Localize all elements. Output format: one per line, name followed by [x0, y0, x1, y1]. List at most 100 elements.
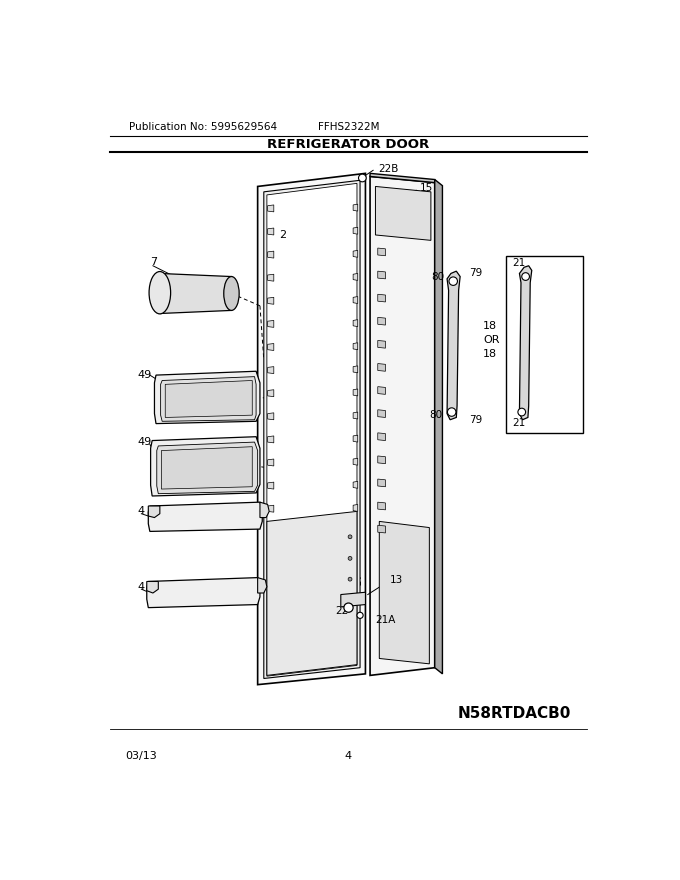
Polygon shape: [353, 481, 358, 488]
Polygon shape: [264, 180, 360, 678]
Polygon shape: [268, 275, 274, 282]
Text: 49: 49: [137, 437, 152, 447]
Text: Publication No: 5995629564: Publication No: 5995629564: [129, 122, 277, 132]
Polygon shape: [353, 435, 358, 442]
Ellipse shape: [224, 276, 239, 311]
Polygon shape: [267, 511, 357, 676]
Text: 79: 79: [469, 268, 482, 278]
Polygon shape: [353, 458, 358, 466]
Polygon shape: [353, 412, 358, 419]
Text: 4: 4: [137, 582, 145, 592]
Polygon shape: [268, 505, 274, 512]
Polygon shape: [353, 504, 358, 511]
Text: 22B: 22B: [378, 164, 398, 173]
Polygon shape: [268, 205, 274, 212]
Polygon shape: [268, 367, 274, 373]
Text: REFRIGERATOR DOOR: REFRIGERATOR DOOR: [267, 138, 430, 151]
Polygon shape: [353, 343, 358, 349]
Polygon shape: [268, 482, 274, 489]
Polygon shape: [148, 506, 160, 517]
Text: 18
OR
18: 18 OR 18: [483, 321, 500, 359]
Polygon shape: [370, 176, 435, 676]
Polygon shape: [447, 271, 460, 420]
Text: 15: 15: [420, 183, 432, 193]
Polygon shape: [353, 366, 358, 373]
Polygon shape: [353, 297, 358, 304]
Polygon shape: [378, 479, 386, 487]
Polygon shape: [268, 297, 274, 304]
Polygon shape: [375, 187, 431, 240]
Polygon shape: [268, 320, 274, 327]
Text: 13: 13: [390, 575, 403, 585]
Polygon shape: [260, 502, 269, 517]
Polygon shape: [378, 525, 386, 533]
Polygon shape: [353, 319, 358, 326]
Polygon shape: [268, 343, 274, 350]
Polygon shape: [353, 227, 358, 234]
Polygon shape: [268, 436, 274, 443]
Polygon shape: [165, 380, 252, 417]
Text: 21: 21: [513, 418, 526, 428]
Text: 4: 4: [345, 752, 352, 761]
Polygon shape: [378, 386, 386, 394]
Polygon shape: [378, 433, 386, 441]
Ellipse shape: [149, 272, 171, 314]
Polygon shape: [268, 390, 274, 397]
Polygon shape: [157, 442, 258, 494]
Polygon shape: [150, 436, 260, 496]
Text: 03/13: 03/13: [125, 752, 157, 761]
Circle shape: [358, 174, 367, 182]
Polygon shape: [378, 248, 386, 256]
Polygon shape: [353, 204, 358, 211]
Bar: [507, 256, 583, 433]
Polygon shape: [378, 502, 386, 510]
Text: 4: 4: [137, 506, 145, 517]
Polygon shape: [378, 410, 386, 417]
Circle shape: [348, 556, 352, 561]
Text: FFHS2322M: FFHS2322M: [318, 122, 379, 132]
Polygon shape: [379, 521, 429, 664]
Polygon shape: [147, 577, 260, 607]
Text: 49: 49: [137, 370, 152, 380]
Polygon shape: [378, 363, 386, 371]
Polygon shape: [378, 271, 386, 279]
Text: 80: 80: [432, 272, 445, 282]
Circle shape: [447, 407, 456, 416]
Text: 2: 2: [279, 230, 286, 240]
Circle shape: [449, 277, 458, 285]
Polygon shape: [161, 447, 252, 489]
Polygon shape: [378, 318, 386, 325]
Text: 21: 21: [513, 259, 526, 268]
Polygon shape: [520, 266, 532, 420]
Circle shape: [518, 408, 526, 416]
Circle shape: [348, 577, 352, 581]
Text: 7: 7: [150, 257, 157, 267]
Text: N58RTDACB0: N58RTDACB0: [458, 707, 571, 722]
Circle shape: [344, 603, 353, 612]
Polygon shape: [268, 413, 274, 420]
Polygon shape: [267, 183, 357, 676]
Polygon shape: [435, 180, 443, 674]
Polygon shape: [353, 250, 358, 257]
Polygon shape: [154, 371, 260, 423]
Text: 22: 22: [336, 606, 349, 617]
Polygon shape: [268, 228, 274, 235]
Polygon shape: [160, 377, 256, 422]
Polygon shape: [370, 173, 435, 182]
Polygon shape: [160, 274, 233, 313]
Polygon shape: [378, 456, 386, 464]
Polygon shape: [341, 592, 365, 607]
Text: 80: 80: [429, 410, 443, 420]
Circle shape: [357, 612, 363, 619]
Polygon shape: [268, 459, 274, 466]
Polygon shape: [353, 274, 358, 281]
Polygon shape: [147, 582, 158, 593]
Circle shape: [348, 535, 352, 539]
Polygon shape: [258, 577, 267, 593]
Text: 21A: 21A: [375, 615, 396, 625]
Polygon shape: [378, 341, 386, 348]
Polygon shape: [258, 173, 365, 685]
Polygon shape: [378, 294, 386, 302]
Circle shape: [522, 273, 530, 281]
Polygon shape: [353, 389, 358, 396]
